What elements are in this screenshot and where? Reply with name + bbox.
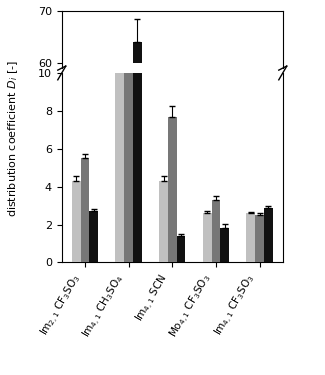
Bar bbox=[176, 366, 185, 373]
Bar bbox=[133, 0, 142, 262]
Bar bbox=[246, 213, 255, 262]
Bar bbox=[115, 30, 124, 262]
Bar bbox=[176, 236, 185, 262]
Bar bbox=[124, 296, 133, 373]
Bar bbox=[72, 351, 81, 373]
Bar bbox=[115, 309, 124, 373]
Bar bbox=[220, 364, 229, 373]
Text: distribution coefficient $D_i$ [-]: distribution coefficient $D_i$ [-] bbox=[6, 60, 20, 217]
Bar bbox=[212, 356, 220, 373]
Bar bbox=[168, 333, 176, 373]
Bar bbox=[203, 360, 212, 373]
Bar bbox=[89, 211, 98, 262]
Bar bbox=[220, 228, 229, 262]
Bar bbox=[264, 358, 273, 373]
Bar bbox=[124, 0, 133, 262]
Bar bbox=[133, 42, 142, 373]
Bar bbox=[255, 215, 264, 262]
Bar bbox=[81, 345, 89, 373]
Bar bbox=[72, 181, 81, 262]
Bar bbox=[133, 64, 142, 68]
Bar bbox=[159, 181, 168, 262]
Bar bbox=[168, 117, 176, 262]
Bar bbox=[246, 360, 255, 373]
Bar bbox=[133, 63, 142, 68]
Bar bbox=[89, 359, 98, 373]
Bar bbox=[264, 207, 273, 262]
Bar bbox=[159, 351, 168, 373]
Bar bbox=[203, 213, 212, 262]
Bar bbox=[255, 360, 264, 373]
Bar bbox=[212, 200, 220, 262]
Bar bbox=[81, 158, 89, 262]
